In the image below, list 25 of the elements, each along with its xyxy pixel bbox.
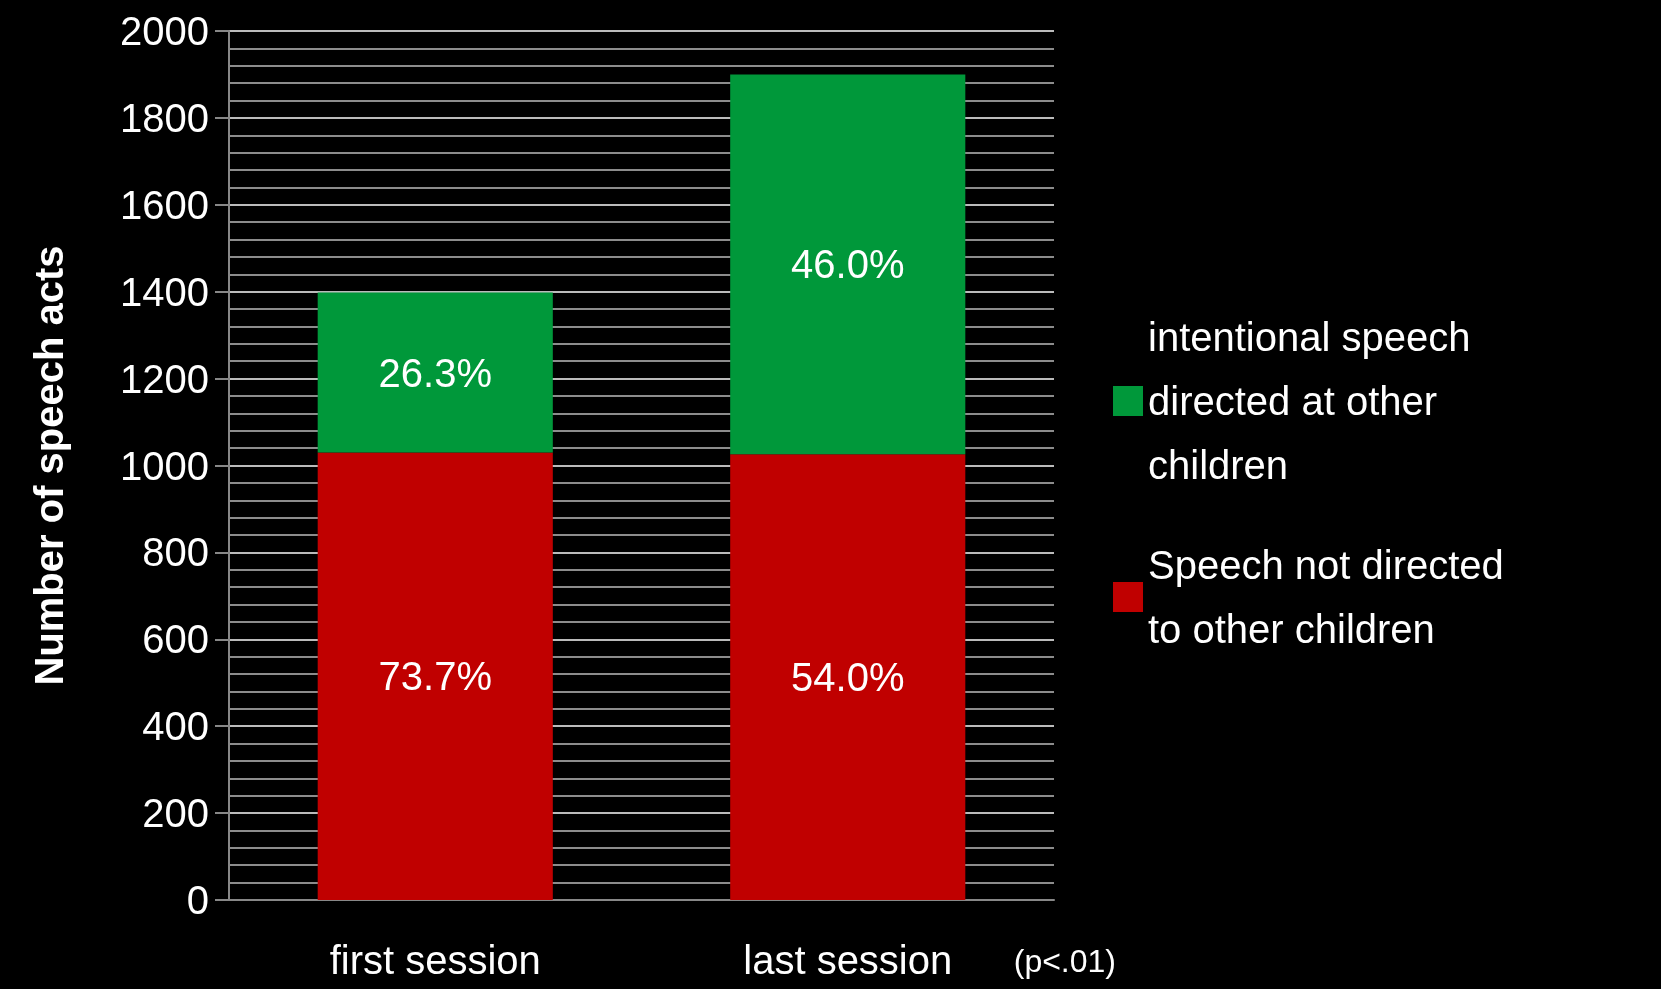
legend-label: intentional speech directed at other children <box>1148 315 1482 487</box>
y-tick-label: 1000 <box>120 443 209 488</box>
y-tick-label: 1200 <box>120 356 209 401</box>
y-tick-label: 800 <box>142 530 209 575</box>
bar <box>730 454 966 900</box>
y-tick-label: 200 <box>142 791 209 836</box>
bar <box>317 452 553 900</box>
legend-label: Speech not directed to other children <box>1148 543 1515 651</box>
annotation: 73.7% <box>378 654 492 699</box>
text: (p<.01) <box>1013 943 1116 979</box>
y-tick-label: 2000 <box>120 9 209 53</box>
y-tick-label: 1800 <box>120 95 209 140</box>
annotation: 46.0% <box>791 242 905 287</box>
y-tick-label: 1400 <box>120 269 209 314</box>
annotation: 26.3% <box>378 350 492 395</box>
bar <box>730 74 966 455</box>
y-tick-label: 0 <box>186 878 209 922</box>
y-tick-label: 600 <box>142 617 209 662</box>
y-tick-label: 400 <box>142 704 209 749</box>
x-tick-label: last session <box>743 938 953 982</box>
annotation: 54.0% <box>791 655 905 700</box>
bar <box>317 292 553 453</box>
x-tick-label: first session <box>329 938 541 982</box>
y-tick-label: 1600 <box>120 182 209 227</box>
y-axis-title: Number of speech acts <box>27 245 71 686</box>
